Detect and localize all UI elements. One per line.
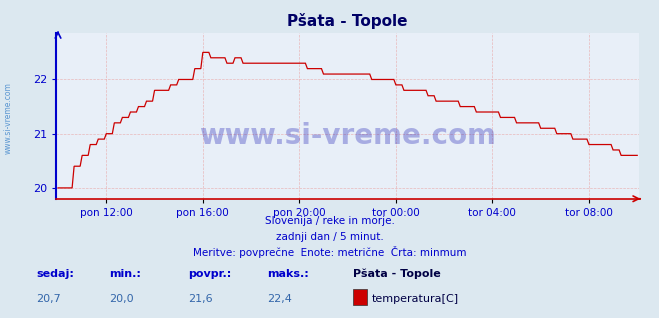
Text: min.:: min.: xyxy=(109,269,140,279)
Text: maks.:: maks.: xyxy=(267,269,308,279)
Text: temperatura[C]: temperatura[C] xyxy=(372,294,459,304)
Text: www.si-vreme.com: www.si-vreme.com xyxy=(3,82,13,154)
Title: Pšata - Topole: Pšata - Topole xyxy=(287,13,408,30)
Text: Meritve: povprečne  Enote: metrične  Črta: minmum: Meritve: povprečne Enote: metrične Črta:… xyxy=(192,246,467,258)
Text: sedaj:: sedaj: xyxy=(36,269,74,279)
Text: 20,0: 20,0 xyxy=(109,294,133,304)
Text: 22,4: 22,4 xyxy=(267,294,292,304)
Text: www.si-vreme.com: www.si-vreme.com xyxy=(199,122,496,150)
Text: 21,6: 21,6 xyxy=(188,294,212,304)
Text: Pšata - Topole: Pšata - Topole xyxy=(353,268,440,279)
Text: zadnji dan / 5 minut.: zadnji dan / 5 minut. xyxy=(275,232,384,242)
Text: Slovenija / reke in morje.: Slovenija / reke in morje. xyxy=(264,216,395,226)
Text: povpr.:: povpr.: xyxy=(188,269,231,279)
Text: 20,7: 20,7 xyxy=(36,294,61,304)
